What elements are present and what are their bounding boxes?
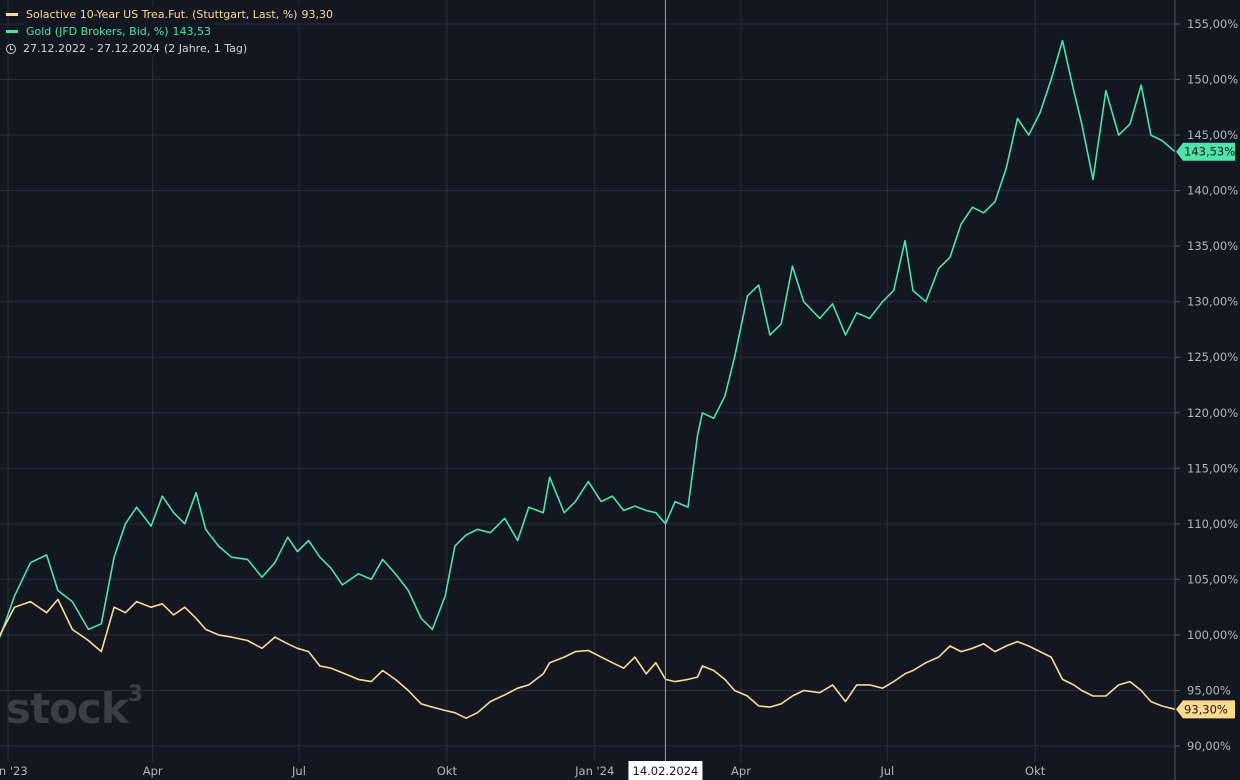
gold-last-value-tag bbox=[1176, 142, 1235, 161]
y-tick-label: 135,00% bbox=[1187, 239, 1238, 253]
x-tick-label: Jul bbox=[879, 764, 894, 778]
last-value-labels: 143,53% 93,30% bbox=[1176, 142, 1235, 719]
treasury-last-value-tag bbox=[1176, 700, 1235, 719]
crosshair-date-box bbox=[628, 761, 703, 780]
gold-series-line bbox=[0, 39, 1176, 638]
y-tick-label: 95,00% bbox=[1187, 683, 1231, 697]
y-tick-label: 155,00% bbox=[1187, 17, 1238, 31]
x-tick-label: Jan '23 bbox=[0, 764, 28, 778]
logo-sup: 3 bbox=[127, 682, 143, 707]
crosshair: 14.02.2024 bbox=[628, 0, 703, 780]
y-tick-label: 130,00% bbox=[1187, 295, 1238, 309]
x-tick-label: Apr bbox=[731, 764, 751, 778]
treasury-series-line bbox=[0, 598, 1176, 720]
y-axis: 90,00% 95,00% 100,00% 105,00% 110,00% 115,00%… bbox=[1174, 0, 1238, 780]
x-tick-label: Apr bbox=[143, 764, 163, 778]
x-tick-label: Jul bbox=[291, 764, 306, 778]
stock3-logo: stock3 bbox=[6, 682, 143, 733]
gold-swatch bbox=[6, 30, 18, 33]
x-tick-label: Okt bbox=[1025, 764, 1046, 778]
legend-range: 27.12.2022 - 27.12.2024 (2 Jahre, 1 Tag) bbox=[6, 40, 335, 57]
y-tick-label: 145,00% bbox=[1187, 128, 1238, 142]
legend-gold-value: 143,53 bbox=[170, 23, 213, 40]
x-tick-label: Jan '24 bbox=[574, 764, 614, 778]
y-tick-label: 90,00% bbox=[1187, 739, 1231, 753]
y-tick-label: 140,00% bbox=[1187, 184, 1238, 198]
legend-item-gold[interactable]: Gold (JFD Brokers, Bid, %) 143,53 bbox=[6, 23, 335, 40]
y-tick-label: 120,00% bbox=[1187, 406, 1238, 420]
y-tick-label: 115,00% bbox=[1187, 461, 1238, 475]
y-tick-label: 110,00% bbox=[1187, 517, 1238, 531]
legend-treasury-label: Solactive 10-Year US Trea.Fut. (Stuttgar… bbox=[24, 6, 300, 23]
y-tick-label: 125,00% bbox=[1187, 350, 1238, 364]
treasury-swatch bbox=[6, 13, 18, 16]
series-layer bbox=[0, 39, 1176, 720]
legend-treasury-value: 93,30 bbox=[299, 6, 335, 23]
legend: Solactive 10-Year US Trea.Fut. (Stuttgar… bbox=[6, 6, 335, 57]
x-tick-label: Okt bbox=[437, 764, 458, 778]
clock-icon bbox=[6, 43, 16, 54]
legend-range-detail: (2 Jahre, 1 Tag) bbox=[161, 40, 250, 57]
y-tick-label: 150,00% bbox=[1187, 73, 1238, 87]
legend-range-dates: 27.12.2022 - 27.12.2024 bbox=[21, 40, 162, 57]
logo-text: stock bbox=[6, 684, 129, 733]
crosshair-date-label: 14.02.2024 bbox=[633, 764, 699, 778]
y-tick-label: 100,00% bbox=[1187, 628, 1238, 642]
legend-gold-label: Gold (JFD Brokers, Bid, %) bbox=[24, 23, 171, 40]
y-tick-label: 105,00% bbox=[1187, 572, 1238, 586]
legend-item-treasury[interactable]: Solactive 10-Year US Trea.Fut. (Stuttgar… bbox=[6, 6, 335, 23]
treasury-last-value: 93,30% bbox=[1184, 702, 1228, 716]
x-axis: Jan '23 Apr Jul Okt Jan '24 Apr Jul Okt bbox=[0, 764, 1046, 778]
gold-last-value: 143,53% bbox=[1184, 145, 1235, 159]
